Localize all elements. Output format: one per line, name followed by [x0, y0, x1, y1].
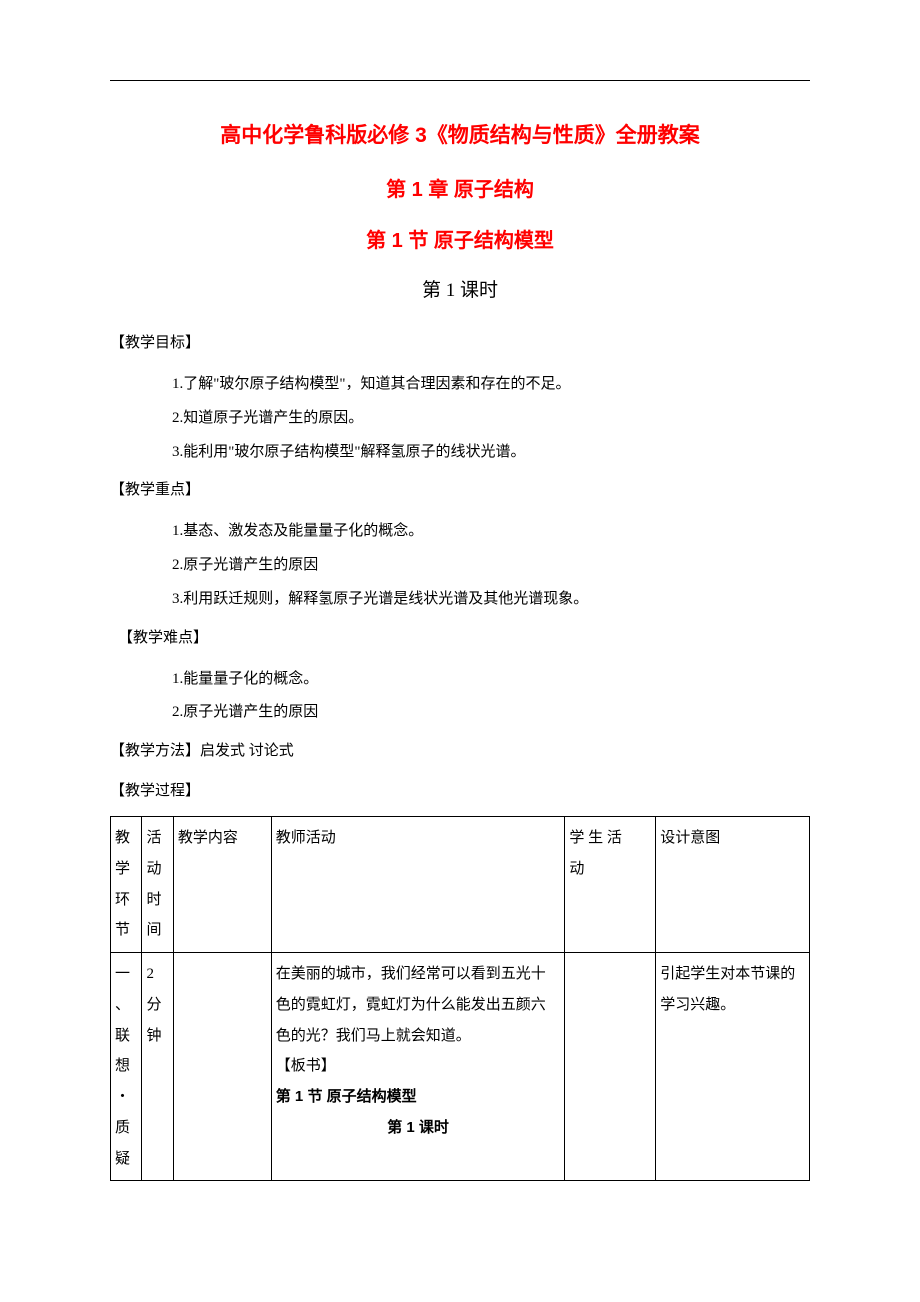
table-header-row: 教 学 环 节 活 动 时 间 教学内容 教师活动 学 生 活 动 设计意图	[111, 817, 810, 953]
process-heading: 【教学过程】	[110, 776, 810, 806]
teacher-paragraph: 在美丽的城市，我们经常可以看到五光十色的霓虹灯，霓虹灯为什么能发出五颜六色的光？…	[276, 959, 561, 1051]
cell-stage: 一 、 联 想 ・ 质 疑	[111, 953, 142, 1181]
h1b: 学	[115, 854, 137, 885]
teacher-board-period: 第 1 课时	[276, 1113, 561, 1144]
objectives-list: 1.了解"玻尔原子结构模型"，知道其合理因素和存在的不足。 2.知道原子光谱产生…	[110, 368, 810, 469]
difficulty-item: 1.能量量子化的概念。	[172, 663, 810, 697]
teacher-board-section: 第 1 节 原子结构模型	[276, 1082, 561, 1113]
main-title: 高中化学鲁科版必修 3《物质结构与性质》全册教案	[110, 119, 810, 149]
objective-item: 2.知道原子光谱产生的原因。	[172, 402, 810, 436]
lesson-table: 教 学 环 节 活 动 时 间 教学内容 教师活动 学 生 活 动 设计意图 一	[110, 816, 810, 1181]
section-title: 第 1 节 原子结构模型	[110, 224, 810, 253]
keypoints-list: 1.基态、激发态及能量量子化的概念。 2.原子光谱产生的原因 3.利用跃迁规则，…	[110, 515, 810, 616]
methods-heading: 【教学方法】启发式 讨论式	[110, 736, 810, 766]
keypoint-item: 2.原子光谱产生的原因	[172, 549, 810, 583]
keypoint-item: 1.基态、激发态及能量量子化的概念。	[172, 515, 810, 549]
objective-item: 1.了解"玻尔原子结构模型"，知道其合理因素和存在的不足。	[172, 368, 810, 402]
cell-teacher: 在美丽的城市，我们经常可以看到五光十色的霓虹灯，霓虹灯为什么能发出五颜六色的光？…	[271, 953, 565, 1181]
col-header-content: 教学内容	[173, 817, 271, 953]
r1g: 疑	[115, 1144, 137, 1175]
col-header-student: 学 生 活 动	[565, 817, 656, 953]
teacher-board-label: 【板书】	[276, 1051, 561, 1082]
col-header-stage: 教 学 环 节	[111, 817, 142, 953]
r2c: 钟	[146, 1021, 168, 1052]
period-title: 第 1 课时	[110, 275, 810, 302]
r1e: ・	[115, 1082, 137, 1113]
objective-item: 3.能利用"玻尔原子结构模型"解释氢原子的线状光谱。	[172, 436, 810, 470]
h2d: 间	[146, 915, 168, 946]
col-header-intent: 设计意图	[656, 817, 810, 953]
methods-label: 【教学方法】	[110, 743, 200, 759]
h2b: 动	[146, 854, 168, 885]
h1a: 教	[115, 823, 137, 854]
difficulties-heading: 【教学难点】	[110, 623, 810, 653]
objectives-heading: 【教学目标】	[110, 328, 810, 358]
methods-value: 启发式 讨论式	[200, 743, 294, 759]
difficulty-item: 2.原子光谱产生的原因	[172, 696, 810, 730]
r1a: 一	[115, 959, 137, 990]
r2b: 分	[146, 990, 168, 1021]
col-header-time: 活 动 时 间	[142, 817, 173, 953]
r1f: 质	[115, 1113, 137, 1144]
table-row: 一 、 联 想 ・ 质 疑 2 分 钟 在美丽的城市，我们经常可以看到五光十色的…	[111, 953, 810, 1181]
h1c: 环	[115, 885, 137, 916]
col-header-teacher: 教师活动	[271, 817, 565, 953]
h2a: 活	[146, 823, 168, 854]
top-rule	[110, 80, 810, 81]
r1b: 、	[115, 990, 137, 1021]
difficulties-list: 1.能量量子化的概念。 2.原子光谱产生的原因	[110, 663, 810, 731]
document-page: 高中化学鲁科版必修 3《物质结构与性质》全册教案 第 1 章 原子结构 第 1 …	[0, 0, 920, 1302]
chapter-title: 第 1 章 原子结构	[110, 173, 810, 202]
cell-intent: 引起学生对本节课的学习兴趣。	[656, 953, 810, 1181]
h5a: 学 生 活	[569, 823, 651, 854]
cell-content	[173, 953, 271, 1181]
keypoints-heading: 【教学重点】	[110, 475, 810, 505]
r1d: 想	[115, 1051, 137, 1082]
r2a: 2	[146, 959, 168, 990]
keypoint-item: 3.利用跃迁规则，解释氢原子光谱是线状光谱及其他光谱现象。	[172, 583, 810, 617]
h5b: 动	[569, 854, 651, 885]
h2c: 时	[146, 885, 168, 916]
r1c: 联	[115, 1021, 137, 1052]
cell-student	[565, 953, 656, 1181]
cell-time: 2 分 钟	[142, 953, 173, 1181]
h1d: 节	[115, 915, 137, 946]
